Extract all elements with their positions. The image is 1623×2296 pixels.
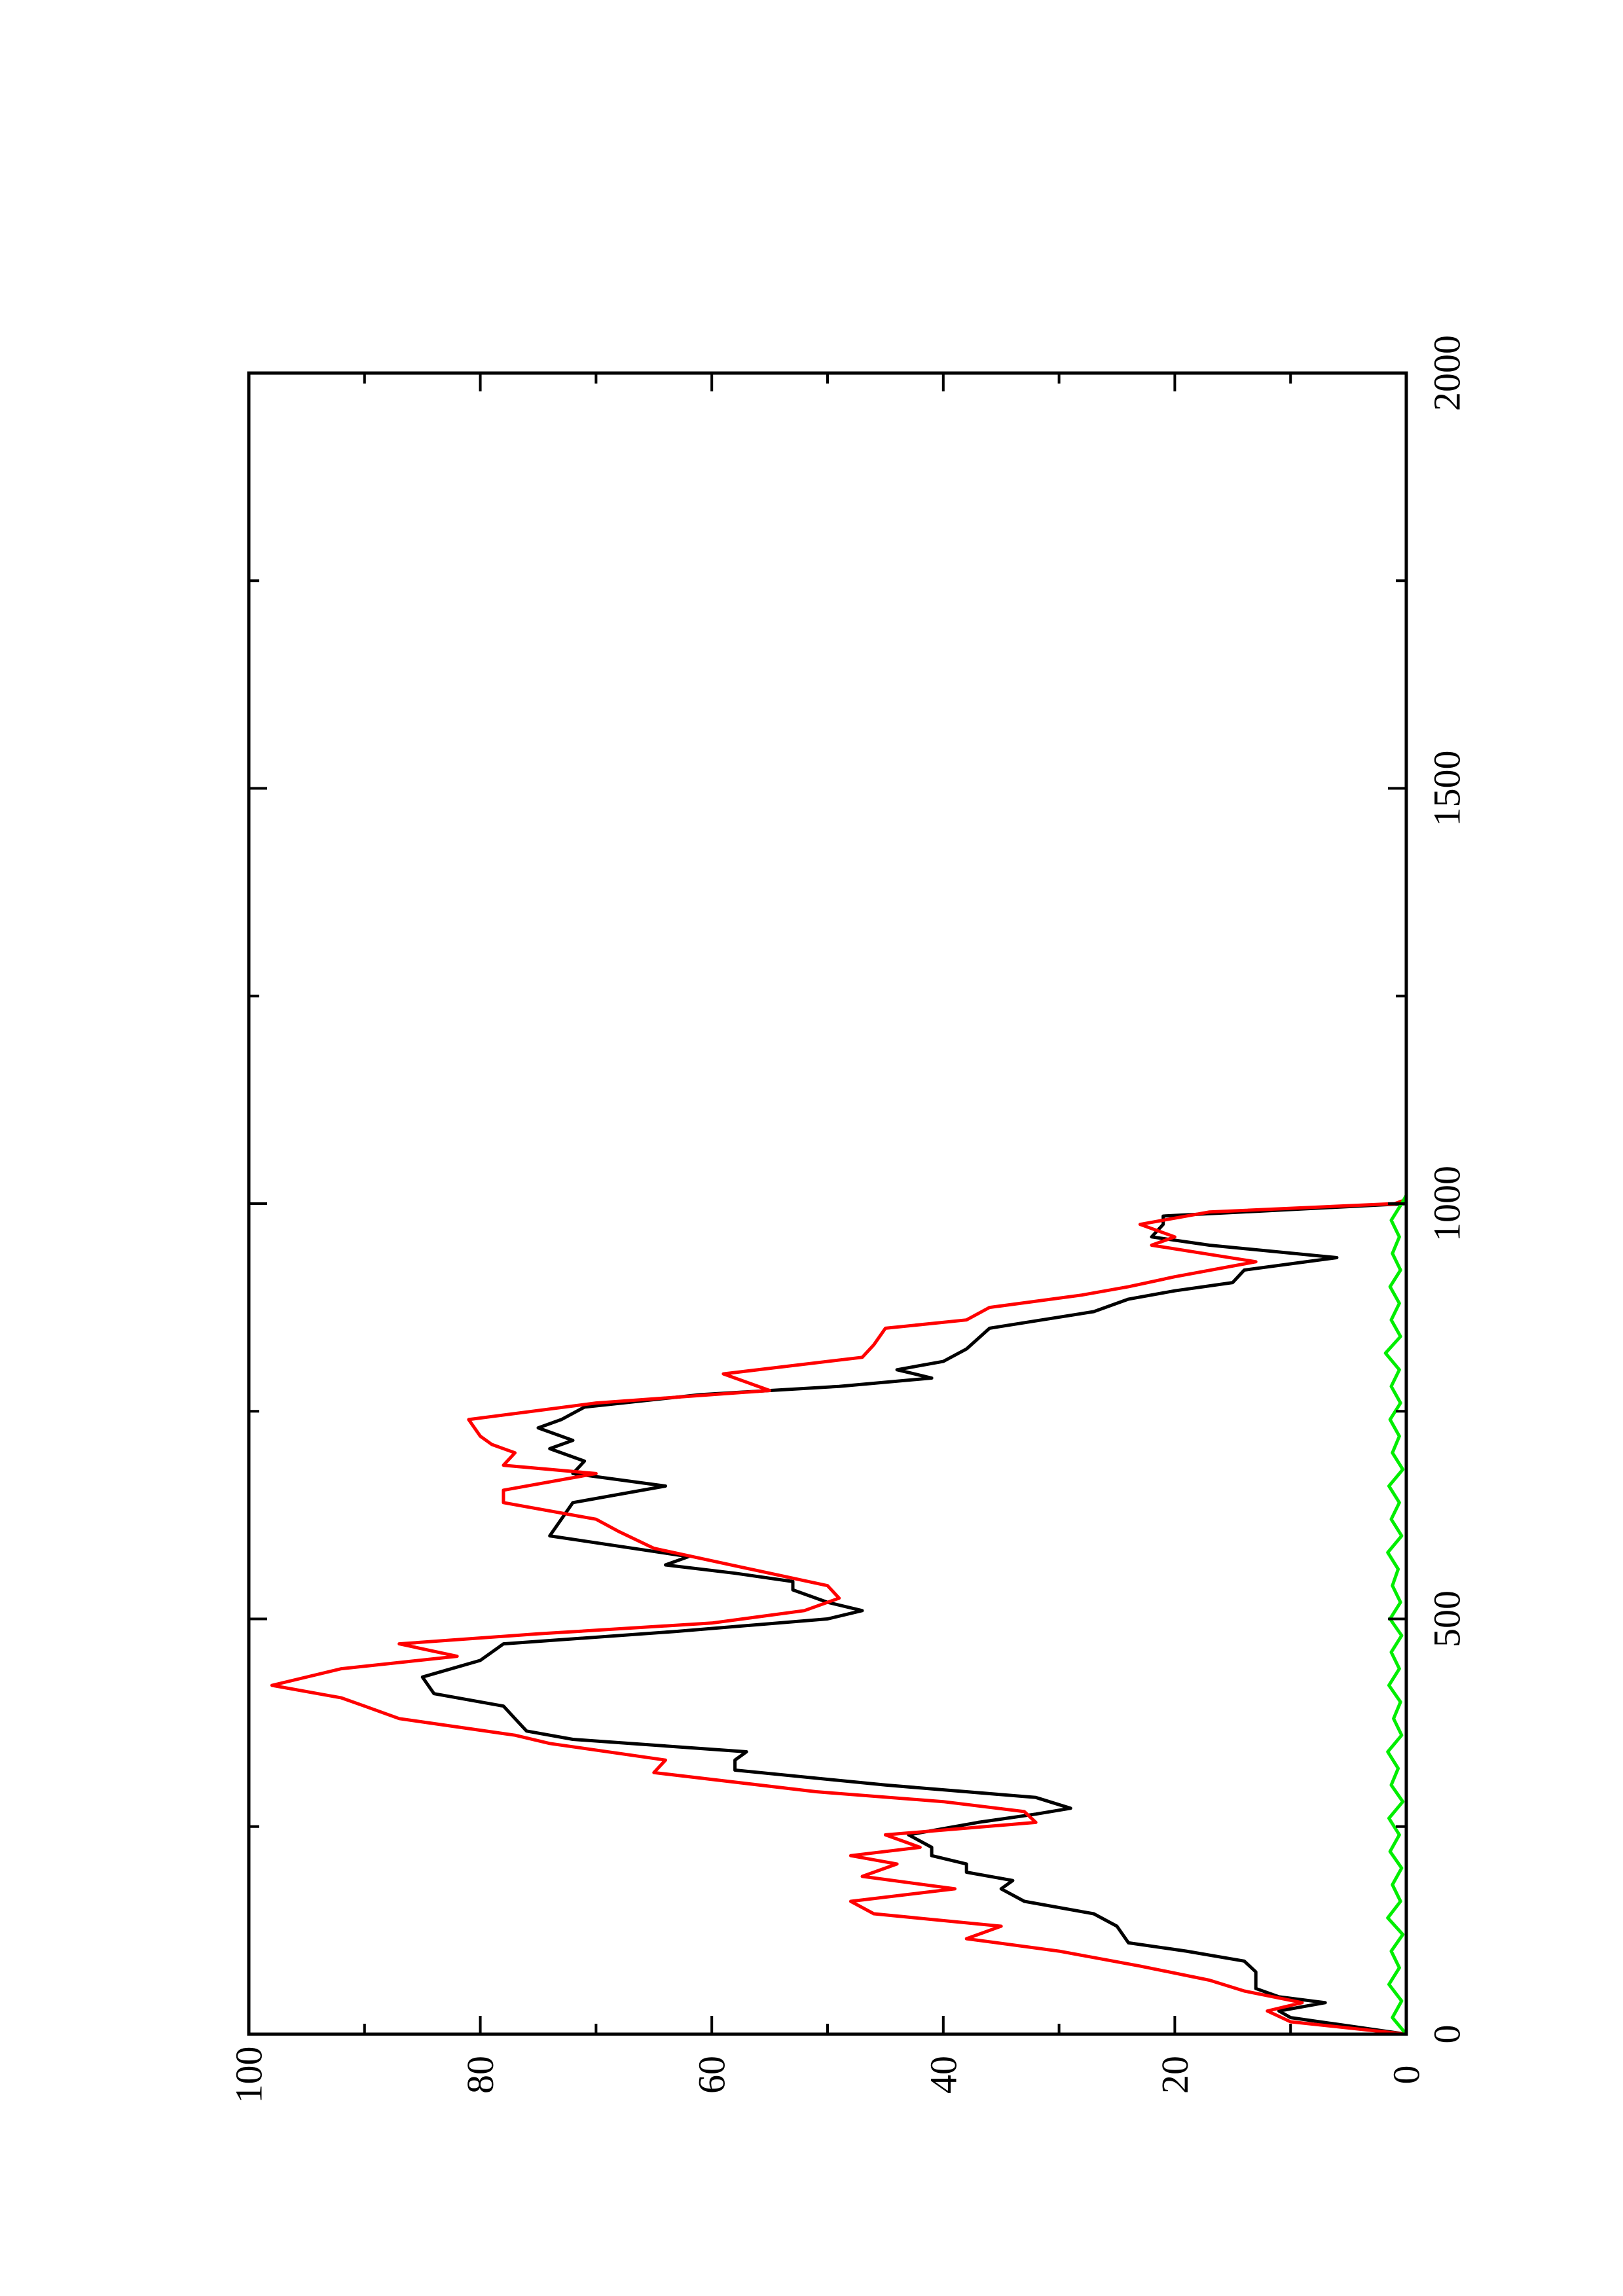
y-tick-label: 80	[459, 2056, 501, 2094]
y-tick-label: 60	[691, 2056, 733, 2094]
x-tick-label: 0	[1426, 2025, 1468, 2044]
series-line-2	[270, 1198, 1407, 2036]
plot-frame	[247, 371, 1408, 2036]
x-tick-label: 2000	[1426, 335, 1468, 411]
y-tick-label: 40	[922, 2056, 964, 2094]
x-tick-label: 1000	[1426, 1166, 1468, 1242]
x-tick-label: 500	[1426, 1590, 1468, 1647]
y-tick-label: 100	[228, 2047, 270, 2104]
series-line-3	[1383, 1194, 1408, 2036]
tick-layer	[247, 372, 1408, 2036]
label-layer: 0 500 1000 1500 2000 0 20 40 60 80 100	[228, 335, 1468, 2104]
series-layer	[270, 1194, 1408, 2036]
y-tick-label: 0	[1385, 2066, 1428, 2085]
series-line-1	[420, 1202, 1407, 2036]
x-tick-label: 1500	[1426, 751, 1468, 827]
y-tick-label: 20	[1154, 2056, 1196, 2094]
